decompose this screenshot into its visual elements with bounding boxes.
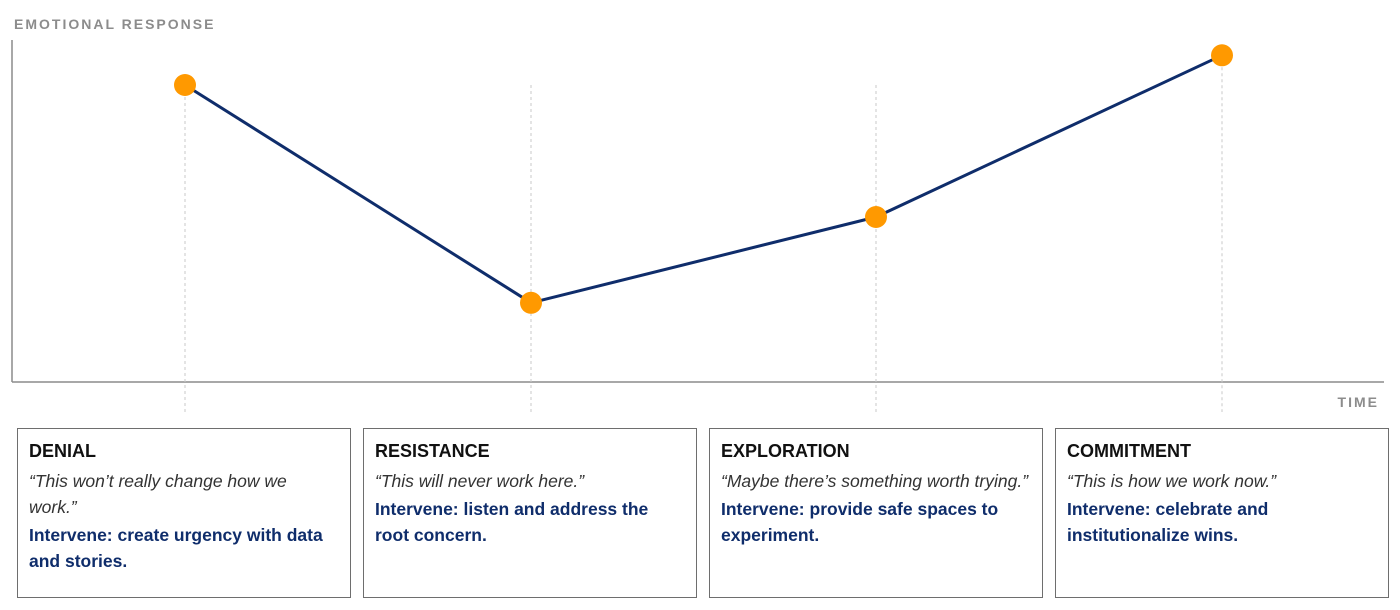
stage-action: Intervene: provide safe spaces to experi…	[721, 499, 999, 545]
stage-card-resistance: RESISTANCE “This will never work here.” …	[363, 428, 697, 598]
stage-action: Intervene: celebrate and institutionaliz…	[1067, 499, 1269, 545]
point-resistance	[520, 291, 542, 314]
stage-quote: “This will never work here.”	[375, 471, 585, 491]
point-commitment	[1211, 44, 1233, 67]
stage-card-commitment: COMMITMENT “This is how we work now.” In…	[1055, 428, 1389, 598]
stage-card-denial: DENIAL “This won’t really change how we …	[17, 428, 351, 598]
stage-name: DENIAL	[29, 441, 96, 461]
stage-quote: “Maybe there’s something worth trying.”	[721, 471, 1029, 491]
point-denial	[174, 74, 196, 96]
stage-quote: “This won’t really change how we work.”	[29, 471, 287, 517]
point-exploration	[865, 206, 887, 228]
stage-name: RESISTANCE	[375, 441, 490, 461]
stage-name: COMMITMENT	[1067, 441, 1191, 461]
y-axis-label: EMOTIONAL RESPONSE	[14, 16, 216, 32]
curve-line	[184, 53, 1223, 305]
stage-quote: “This is how we work now.”	[1067, 471, 1277, 491]
x-axis-label: TIME	[1337, 394, 1379, 410]
stage-name: EXPLORATION	[721, 441, 850, 461]
stage-action: Intervene: create urgency with data and …	[29, 525, 323, 571]
stage-action: Intervene: listen and address the root c…	[375, 499, 649, 545]
stage-card-exploration: EXPLORATION “Maybe there’s something wor…	[709, 428, 1043, 598]
